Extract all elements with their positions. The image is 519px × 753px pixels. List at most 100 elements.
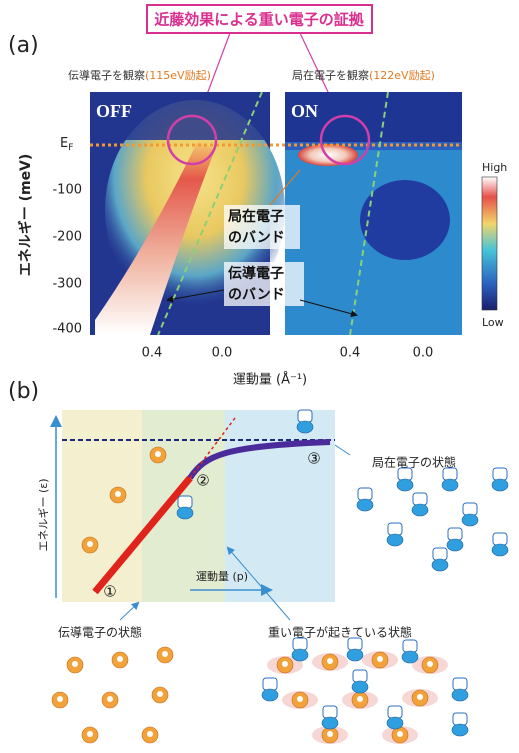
band-label: のバンド: [228, 287, 285, 303]
conduction-electron-face: [155, 451, 161, 457]
localized-electron-body: [292, 649, 308, 661]
localized-electron: [293, 638, 307, 650]
localized-electron-body: [177, 507, 193, 519]
state-label: 局在電子の状態: [372, 455, 456, 470]
conduction-electron-face: [162, 651, 168, 657]
localized-electron-body: [432, 559, 448, 571]
colorbar-low: Low: [482, 316, 504, 329]
band-label: 局在電子: [228, 208, 284, 225]
state-label: 伝導電子の状態: [58, 625, 142, 640]
caption: 伝導電子を観察(115eV励起): [68, 68, 211, 82]
conduction-electron-face: [417, 694, 423, 700]
pointer: [335, 445, 350, 455]
localized-electron: [323, 706, 337, 718]
localized-electron: [353, 670, 367, 682]
colorbar-high: High: [482, 161, 507, 174]
y-tick-label: -100: [52, 183, 82, 198]
localized-electron: [358, 488, 372, 500]
caption-text: 局在電子を観察: [292, 68, 369, 82]
state-label: 重い電子が起きている状態: [268, 625, 412, 640]
y-tick-label: -400: [52, 322, 82, 337]
localized-electron-body: [352, 681, 368, 693]
localized-electron-body: [402, 651, 418, 663]
localized-electron-body: [387, 534, 403, 546]
localized-electron: [298, 410, 312, 422]
localized-electron: [493, 468, 507, 480]
localized-electron-body: [322, 717, 338, 729]
marker: ②: [196, 472, 209, 490]
caption-note: (115eV励起): [145, 69, 211, 82]
figure: 近藤効果による重い電子の証拠 (a) 伝導電子を観察(115eV励起) 局在電子…: [0, 0, 519, 753]
localized-electron: [453, 713, 467, 725]
localized-electron-body: [397, 479, 413, 491]
x-axis-label: 運動量 (p): [196, 569, 248, 583]
localized-electron: [398, 468, 412, 480]
conduction-electron-face: [147, 731, 153, 737]
marker: ③: [307, 450, 320, 468]
localized-electron: [448, 528, 462, 540]
conduction-electron-face: [157, 691, 163, 697]
localized-electron: [453, 678, 467, 690]
localized-electron-body: [412, 504, 428, 516]
conduction-electron-face: [72, 661, 78, 667]
localized-electron: [348, 638, 362, 650]
marker: ①: [103, 583, 116, 601]
y-axis-label: エネルギー (meV): [17, 154, 34, 277]
localized-electron-body: [262, 689, 278, 701]
tag: OFF: [96, 101, 132, 121]
conduction-electron-face: [397, 731, 403, 737]
conduction-electron-face: [297, 696, 303, 702]
pointer: [120, 603, 138, 620]
localized-electron: [388, 523, 402, 535]
caption: 局在電子を観察(122eV励起): [292, 68, 435, 82]
localized-electron: [413, 493, 427, 505]
band-label: 伝導電子: [228, 265, 284, 282]
conduction-electron-face: [57, 696, 63, 702]
panel-label: (b): [8, 379, 39, 404]
localized-electron-body: [447, 539, 463, 551]
conduction-electron-face: [107, 696, 113, 702]
conduction-electron-face: [377, 656, 383, 662]
banner-title: 近藤効果による重い電子の証拠: [154, 11, 365, 29]
localized-electron-body: [442, 479, 458, 491]
conduction-electron-face: [115, 491, 121, 497]
localized-electron: [493, 533, 507, 545]
x-axis-label: 運動量 (Å⁻¹): [233, 372, 307, 388]
band-label: のバンド: [228, 230, 285, 246]
colorbar: [482, 177, 497, 310]
region: [62, 410, 142, 602]
localized-electron: [263, 678, 277, 690]
panel-label: (a): [8, 33, 39, 58]
conduction-electron-face: [87, 541, 93, 547]
y-tick-label: -300: [52, 277, 82, 292]
localized-electron-body: [297, 421, 313, 433]
localized-electron-body: [492, 544, 508, 556]
conduction-electron-face: [357, 696, 363, 702]
localized-electron: [403, 640, 417, 652]
tag: ON: [291, 101, 318, 121]
x-tick-label: 0.0: [212, 346, 233, 361]
localized-electron: [463, 503, 477, 515]
x-tick-label: 0.4: [142, 346, 163, 361]
localized-electron-body: [347, 649, 363, 661]
localized-electron-body: [452, 724, 468, 736]
localized-electron: [178, 496, 192, 508]
localized-electron: [433, 548, 447, 560]
fermi-sub: F: [68, 143, 73, 153]
conduction-electron-face: [87, 731, 93, 737]
localized-electron-body: [387, 717, 403, 729]
caption-text: 伝導電子を観察: [68, 68, 145, 82]
localized-electron: [388, 706, 402, 718]
page: {"banner":"近藤効果による重い電子の証拠", "panel_a":{"…: [0, 0, 519, 753]
conduction-electron-face: [327, 731, 333, 737]
x-tick-label: 0.0: [413, 346, 434, 361]
conduction-electron-face: [427, 661, 433, 667]
localized-electron-body: [452, 689, 468, 701]
y-tick-label: -200: [52, 230, 82, 245]
x-tick-label: 0.4: [340, 346, 361, 361]
localized-electron-body: [462, 514, 478, 526]
localized-electron: [443, 468, 457, 480]
localized-electron-body: [357, 499, 373, 511]
heatmap-on: [285, 92, 462, 335]
conduction-electron-face: [327, 658, 333, 664]
